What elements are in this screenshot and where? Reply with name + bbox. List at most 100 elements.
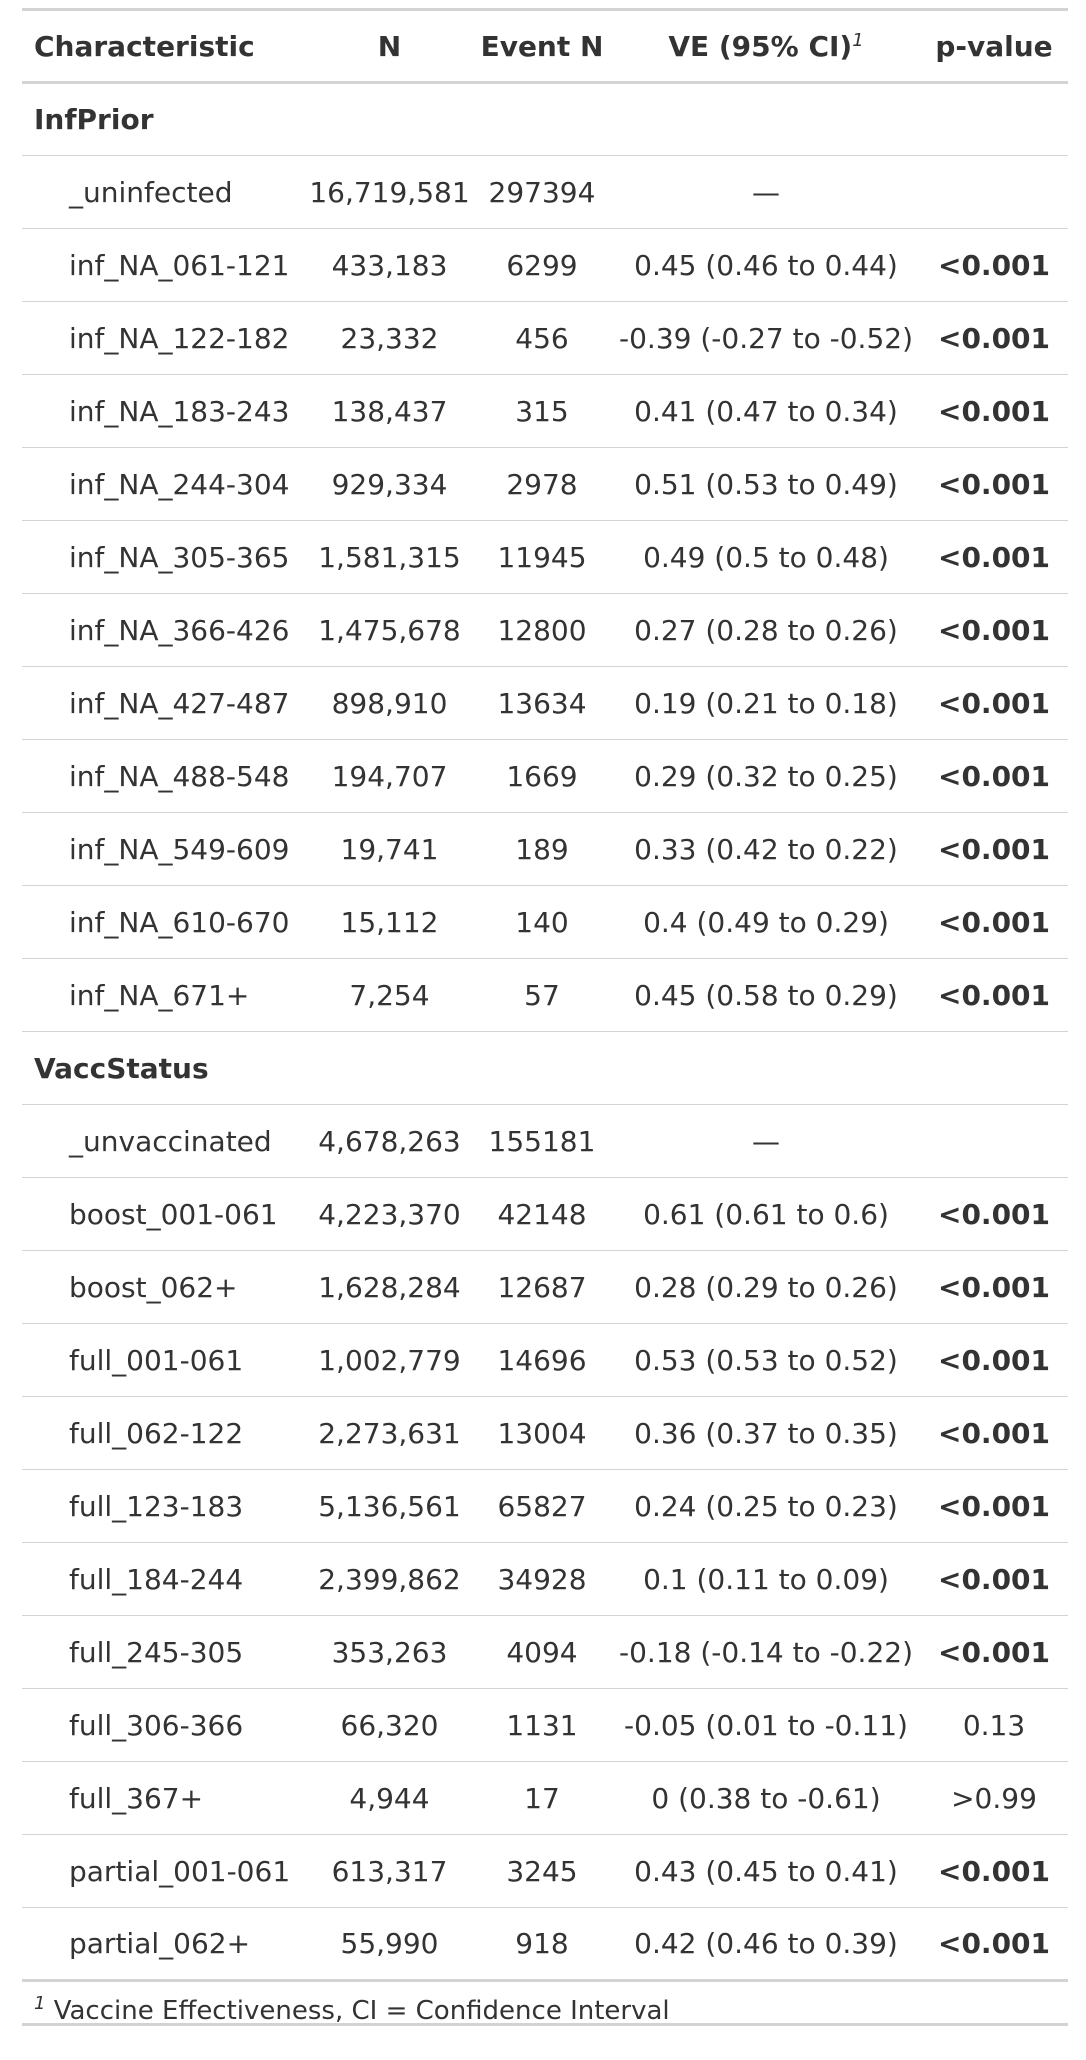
cell-n: 7,254: [307, 958, 472, 1032]
cell-p-value: <0.001: [920, 374, 1068, 448]
cell-n: 613,317: [307, 1834, 472, 1908]
table-row: full_123-183 5,136,561 65827 0.24 (0.25 to …: [22, 1469, 1068, 1543]
cell-characteristic: inf_NA_549-609: [22, 812, 307, 886]
table-body: InfPrior _uninfected 16,719,581 297394— inf_…: [22, 82, 1068, 1981]
cell-event-n: 13634: [472, 666, 612, 740]
cell-event-n: 189: [472, 812, 612, 886]
cell-p-value: <0.001: [920, 666, 1068, 740]
cell-p-value: [920, 155, 1068, 229]
cell-p-value: <0.001: [920, 1542, 1068, 1616]
cell-ve: 0.42 (0.46 to 0.39): [612, 1907, 920, 1981]
table-row: inf_NA_671+ 7,254 57 0.45 (0.58 to 0.29) <0.…: [22, 958, 1068, 1032]
cell-ve: 0.36 (0.37 to 0.35): [612, 1396, 920, 1470]
cell-p-value: <0.001: [920, 1396, 1068, 1470]
cell-characteristic: partial_062+: [22, 1907, 307, 1981]
cell-event-n: 34928: [472, 1542, 612, 1616]
cell-characteristic: inf_NA_366-426: [22, 593, 307, 667]
cell-characteristic: full_245-305: [22, 1615, 307, 1689]
header-p-value: p-value: [920, 9, 1068, 84]
table-header: Characteristic N Event N VE (95% CI)1 p-…: [22, 9, 1068, 84]
cell-ve: 0.19 (0.21 to 0.18): [612, 666, 920, 740]
cell-ve: 0.29 (0.32 to 0.25): [612, 739, 920, 813]
cell-p-value: <0.001: [920, 1177, 1068, 1251]
cell-characteristic: inf_NA_427-487: [22, 666, 307, 740]
table-row: inf_NA_122-182 23,332 456 -0.39 (-0.27 to -…: [22, 301, 1068, 375]
cell-p-value: 0.13: [920, 1688, 1068, 1762]
cell-characteristic: full_367+: [22, 1761, 307, 1835]
group-label: VaccStatus: [22, 1031, 1068, 1105]
header-row: Characteristic N Event N VE (95% CI)1 p-…: [22, 9, 1068, 84]
cell-ve: 0.4 (0.49 to 0.29): [612, 885, 920, 959]
header-characteristic: Characteristic: [22, 9, 307, 84]
cell-p-value: <0.001: [920, 958, 1068, 1032]
table-row: full_367+ 4,944 17 0 (0.38 to -0.61) >0.99: [22, 1761, 1068, 1835]
cell-event-n: 12687: [472, 1250, 612, 1324]
cell-n: 4,944: [307, 1761, 472, 1835]
cell-n: 4,223,370: [307, 1177, 472, 1251]
cell-event-n: 918: [472, 1907, 612, 1981]
cell-event-n: 13004: [472, 1396, 612, 1470]
ve-footnote-mark: 1: [852, 29, 864, 51]
cell-p-value: <0.001: [920, 1250, 1068, 1324]
cell-event-n: 297394: [472, 155, 612, 229]
footnote-text: Vaccine Effectiveness, CI = Confidence I…: [53, 1996, 670, 2026]
cell-p-value: <0.001: [920, 1615, 1068, 1689]
cell-event-n: 3245: [472, 1834, 612, 1908]
group-header-row: VaccStatus: [22, 1031, 1068, 1105]
table-row: boost_062+ 1,628,284 12687 0.28 (0.29 to 0.…: [22, 1250, 1068, 1324]
cell-event-n: 4094: [472, 1615, 612, 1689]
cell-event-n: 57: [472, 958, 612, 1032]
cell-event-n: 1669: [472, 739, 612, 813]
table-row: inf_NA_061-121 433,183 6299 0.45 (0.46 to 0…: [22, 228, 1068, 302]
table-row: full_245-305 353,263 4094 -0.18 (-0.14 to -…: [22, 1615, 1068, 1689]
cell-n: 353,263: [307, 1615, 472, 1689]
table-row: full_306-366 66,320 1131 -0.05 (0.01 to -0.…: [22, 1688, 1068, 1762]
table-row: inf_NA_244-304 929,334 2978 0.51 (0.53 to 0…: [22, 447, 1068, 521]
cell-characteristic: full_306-366: [22, 1688, 307, 1762]
cell-characteristic: inf_NA_244-304: [22, 447, 307, 521]
cell-n: 138,437: [307, 374, 472, 448]
cell-event-n: 2978: [472, 447, 612, 521]
table-row: boost_001-061 4,223,370 42148 0.61 (0.61 to…: [22, 1177, 1068, 1251]
cell-ve: —: [612, 1104, 920, 1178]
table-footnote: 1 Vaccine Effectiveness, CI = Confidence…: [22, 1982, 1068, 2026]
cell-p-value: <0.001: [920, 447, 1068, 521]
cell-n: 2,273,631: [307, 1396, 472, 1470]
header-n-label: N: [377, 29, 402, 63]
cell-characteristic: inf_NA_671+: [22, 958, 307, 1032]
cell-n: 1,002,779: [307, 1323, 472, 1397]
cell-n: 5,136,561: [307, 1469, 472, 1543]
cell-n: 1,475,678: [307, 593, 472, 667]
cell-characteristic: partial_001-061: [22, 1834, 307, 1908]
cell-ve: 0.1 (0.11 to 0.09): [612, 1542, 920, 1616]
cell-p-value: <0.001: [920, 593, 1068, 667]
cell-characteristic: full_184-244: [22, 1542, 307, 1616]
cell-characteristic: _uninfected: [22, 155, 307, 229]
table-row: full_001-061 1,002,779 14696 0.53 (0.53 to …: [22, 1323, 1068, 1397]
cell-n: 15,112: [307, 885, 472, 959]
cell-characteristic: inf_NA_610-670: [22, 885, 307, 959]
cell-characteristic: inf_NA_488-548: [22, 739, 307, 813]
cell-p-value: >0.99: [920, 1761, 1068, 1835]
header-p-value-label: p-value: [935, 29, 1053, 63]
table-row: partial_001-061 613,317 3245 0.43 (0.45 to …: [22, 1834, 1068, 1908]
cell-characteristic: full_123-183: [22, 1469, 307, 1543]
cell-event-n: 1131: [472, 1688, 612, 1762]
cell-characteristic: boost_062+: [22, 1250, 307, 1324]
cell-event-n: 315: [472, 374, 612, 448]
cell-ve: 0.53 (0.53 to 0.52): [612, 1323, 920, 1397]
cell-n: 194,707: [307, 739, 472, 813]
cell-n: 66,320: [307, 1688, 472, 1762]
cell-ve: -0.05 (0.01 to -0.11): [612, 1688, 920, 1762]
cell-characteristic: inf_NA_183-243: [22, 374, 307, 448]
cell-event-n: 42148: [472, 1177, 612, 1251]
cell-ve: 0.61 (0.61 to 0.6): [612, 1177, 920, 1251]
cell-p-value: <0.001: [920, 228, 1068, 302]
table-row: inf_NA_610-670 15,112 140 0.4 (0.49 to 0.29…: [22, 885, 1068, 959]
cell-event-n: 140: [472, 885, 612, 959]
cell-p-value: <0.001: [920, 1469, 1068, 1543]
cell-event-n: 65827: [472, 1469, 612, 1543]
cell-event-n: 12800: [472, 593, 612, 667]
footnote-mark: 1: [34, 1993, 46, 2014]
cell-p-value: <0.001: [920, 1907, 1068, 1981]
